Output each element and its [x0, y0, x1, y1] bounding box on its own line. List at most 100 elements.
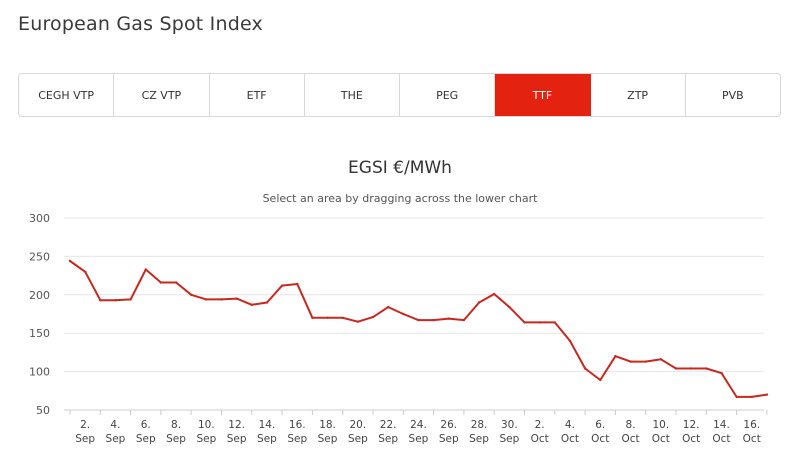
market-tabs: CEGH VTP CZ VTP ETF THE PEG TTF ZTP PVB: [18, 73, 781, 117]
data-point[interactable]: [99, 299, 102, 302]
data-point[interactable]: [750, 395, 753, 399]
x-tick-label: 10.: [198, 419, 215, 431]
data-point[interactable]: [402, 312, 405, 316]
x-tick-label: 26.: [440, 419, 457, 431]
y-tick-label: 300: [29, 212, 50, 225]
x-tick-label: Sep: [75, 433, 95, 445]
data-point[interactable]: [477, 301, 481, 304]
x-tick-label: 12.: [683, 419, 700, 431]
x-tick-label: Sep: [287, 433, 307, 445]
data-point[interactable]: [614, 355, 617, 358]
gridlines: [64, 217, 764, 411]
data-point[interactable]: [311, 316, 314, 319]
x-tick-label: 12.: [228, 419, 245, 431]
x-tick-label: 14.: [259, 419, 276, 431]
data-point[interactable]: [341, 316, 344, 319]
data-point[interactable]: [371, 315, 375, 319]
data-point[interactable]: [387, 305, 390, 309]
chart-subtitle: Select an area by dragging across the lo…: [262, 192, 538, 205]
data-point[interactable]: [523, 321, 526, 324]
data-point[interactable]: [583, 367, 587, 370]
data-point[interactable]: [205, 298, 208, 301]
data-point[interactable]: [553, 321, 556, 324]
data-point[interactable]: [599, 378, 602, 382]
y-tick-label: 50: [36, 404, 50, 417]
data-point[interactable]: [508, 305, 511, 309]
price-line-chart[interactable]: 50 100 150 200 250 300 2. Sep 4. Sep 6. Sep 8. Sep 10…: [0, 205, 800, 454]
x-tick-label: 4.: [565, 419, 575, 431]
y-tick-label: 100: [29, 366, 50, 379]
tab-cegh-vtp[interactable]: CEGH VTP: [19, 74, 115, 116]
x-tick-label: Sep: [166, 433, 186, 445]
data-point[interactable]: [432, 318, 435, 322]
tab-etf[interactable]: ETF: [210, 74, 305, 116]
x-tick-label: Sep: [106, 433, 126, 445]
data-point[interactable]: [144, 268, 147, 271]
tab-ztp[interactable]: ZTP: [591, 74, 686, 116]
data-point[interactable]: [538, 321, 541, 324]
x-tick-label: Oct: [652, 433, 670, 445]
x-axis: 2. Sep 4. Sep 6. Sep 8. Sep 10. Sep 12. Sep 14. Sep 16…: [64, 409, 768, 445]
tab-peg[interactable]: PEG: [400, 74, 496, 116]
data-point[interactable]: [159, 281, 163, 284]
data-point[interactable]: [720, 371, 723, 375]
data-point[interactable]: [356, 320, 360, 323]
x-tick-label: Sep: [227, 433, 247, 445]
series-line: [69, 260, 768, 398]
x-tick-label: 6.: [141, 419, 151, 431]
data-point[interactable]: [644, 360, 647, 363]
data-point[interactable]: [705, 367, 708, 370]
data-point[interactable]: [689, 367, 693, 370]
data-point[interactable]: [568, 339, 572, 343]
data-point[interactable]: [114, 299, 117, 302]
data-point[interactable]: [265, 301, 269, 304]
x-tick-label: Oct: [712, 433, 730, 445]
tab-cz-vtp[interactable]: CZ VTP: [114, 74, 210, 116]
data-point[interactable]: [190, 293, 193, 296]
x-tick-label: 18.: [319, 419, 336, 431]
x-tick-label: Sep: [196, 433, 216, 445]
data-point[interactable]: [735, 395, 738, 399]
x-tick-label: Sep: [318, 433, 338, 445]
y-tick-label: 250: [29, 250, 50, 263]
tab-pvb[interactable]: PVB: [722, 88, 744, 102]
x-tick-label: 20.: [349, 419, 366, 431]
x-tick-label: Sep: [439, 433, 459, 445]
x-tick-label: Sep: [499, 433, 519, 445]
x-tick-label: 14.: [713, 419, 730, 431]
tab-ttf[interactable]: TTF: [495, 74, 591, 116]
data-point[interactable]: [235, 297, 238, 300]
data-point[interactable]: [659, 358, 663, 361]
x-tick-label: 4.: [110, 419, 120, 431]
x-tick-label: Oct: [591, 433, 609, 445]
data-point[interactable]: [84, 270, 87, 273]
x-tick-label: 10.: [652, 419, 669, 431]
data-point[interactable]: [68, 259, 72, 263]
x-tick-label: Oct: [531, 433, 549, 445]
data-point[interactable]: [462, 318, 466, 322]
data-point[interactable]: [220, 298, 223, 301]
data-point[interactable]: [174, 281, 178, 284]
data-point[interactable]: [447, 317, 450, 320]
x-tick-label: 28.: [471, 419, 488, 431]
x-tick-label: Sep: [409, 433, 429, 445]
x-tick-label: Oct: [743, 433, 761, 445]
y-tick-label: 200: [29, 289, 50, 302]
data-point[interactable]: [326, 316, 329, 319]
data-point[interactable]: [765, 393, 769, 396]
data-point[interactable]: [674, 367, 678, 370]
x-tick-label: 22.: [380, 419, 397, 431]
data-point[interactable]: [629, 360, 632, 363]
x-tick-label: 6.: [595, 419, 605, 431]
x-tick-label: 16.: [289, 419, 306, 431]
tab-the[interactable]: THE: [305, 74, 400, 116]
x-tick-label: Oct: [561, 433, 579, 445]
data-point[interactable]: [493, 292, 496, 296]
data-point[interactable]: [129, 298, 132, 301]
data-point[interactable]: [280, 284, 284, 287]
x-tick-label: Sep: [378, 433, 398, 445]
data-point[interactable]: [417, 318, 420, 322]
x-tick-label: 30.: [501, 419, 518, 431]
data-point[interactable]: [250, 303, 253, 306]
data-point[interactable]: [296, 282, 299, 286]
